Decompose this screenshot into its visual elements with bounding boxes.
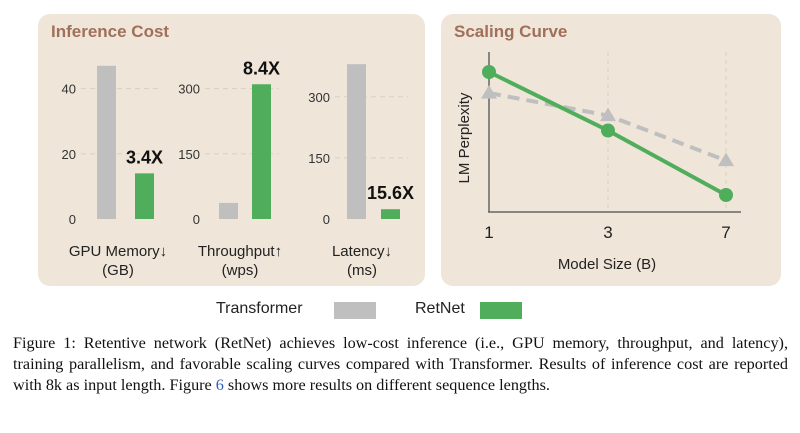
gpu-memory-retnet-bar	[135, 173, 154, 219]
gpu-memory-xlabel: GPU Memory↓	[69, 243, 167, 260]
transformer-point	[481, 85, 497, 99]
gpu-memory-ytick: 0	[69, 212, 76, 227]
retnet-point	[719, 188, 733, 202]
legend-retnet-swatch	[480, 302, 522, 319]
caption-text-2: shows more results on different sequence…	[223, 376, 550, 394]
gpu-memory-ytick: 20	[62, 147, 76, 162]
scaling-curve-chart: 1 3 7 Model Size (B) LM Perplexity	[456, 52, 741, 273]
gpu-memory-ytick: 40	[62, 82, 76, 97]
legend-transformer-swatch	[334, 302, 376, 319]
throughput-ytick: 0	[193, 212, 200, 227]
inference-cost-title: Inference Cost	[51, 22, 170, 41]
gpu-memory-unit-label: (GB)	[102, 262, 134, 279]
latency-annotation: 15.6X	[367, 183, 414, 203]
y-axis-label: LM Perplexity	[456, 92, 473, 183]
x-tick-label: 1	[484, 223, 493, 242]
gpu-memory-transformer-bar	[97, 65, 116, 219]
throughput-ytick: 300	[178, 82, 200, 97]
caption-text-1: Figure 1: Retentive network (RetNet) ach…	[13, 334, 788, 394]
latency-ytick: 150	[308, 151, 330, 166]
scaling-curve-panel: Scaling Curve 1 3 7 Model Size (B) LM Perple…	[441, 14, 781, 286]
latency-ytick: 300	[308, 90, 330, 105]
throughput-transformer-bar	[219, 202, 238, 219]
latency-ytick: 0	[323, 212, 330, 227]
latency-retnet-bar	[381, 209, 400, 219]
transformer-point	[718, 152, 734, 167]
x-tick-label: 7	[721, 223, 730, 242]
retnet-point	[601, 123, 615, 138]
x-axis-label: Model Size (B)	[558, 256, 656, 273]
latency-unit-label: (ms)	[347, 262, 377, 279]
legend: Transformer RetNet	[0, 300, 800, 322]
retnet-point	[482, 65, 496, 79]
caption-figure-ref[interactable]: 6	[215, 376, 224, 394]
throughput-retnet-bar	[252, 84, 271, 220]
x-tick-label: 3	[603, 223, 612, 242]
scaling-curve-title: Scaling Curve	[454, 22, 568, 41]
throughput-annotation: 8.4X	[243, 58, 280, 78]
throughput-unit-label: (wps)	[222, 262, 259, 279]
transformer-point	[600, 107, 616, 122]
gpu-memory-annotation: 3.4X	[126, 147, 163, 167]
latency-xlabel: Latency↓	[332, 243, 392, 260]
throughput-ytick: 150	[178, 147, 200, 162]
latency-transformer-bar	[347, 64, 366, 220]
legend-retnet-label: RetNet	[415, 300, 465, 317]
legend-transformer-label: Transformer	[216, 300, 303, 317]
figure-caption: Figure 1: Retentive network (RetNet) ach…	[13, 333, 788, 396]
inference-cost-panel: Inference Cost 0 20 40 3.4X GPU Memory↓ (GB) 0…	[38, 14, 425, 286]
inference-cost-chart: 0 20 40 3.4X GPU Memory↓ (GB) 0 150 300 8.4X Throu…	[62, 58, 414, 279]
throughput-xlabel: Throughput↑	[198, 243, 282, 260]
